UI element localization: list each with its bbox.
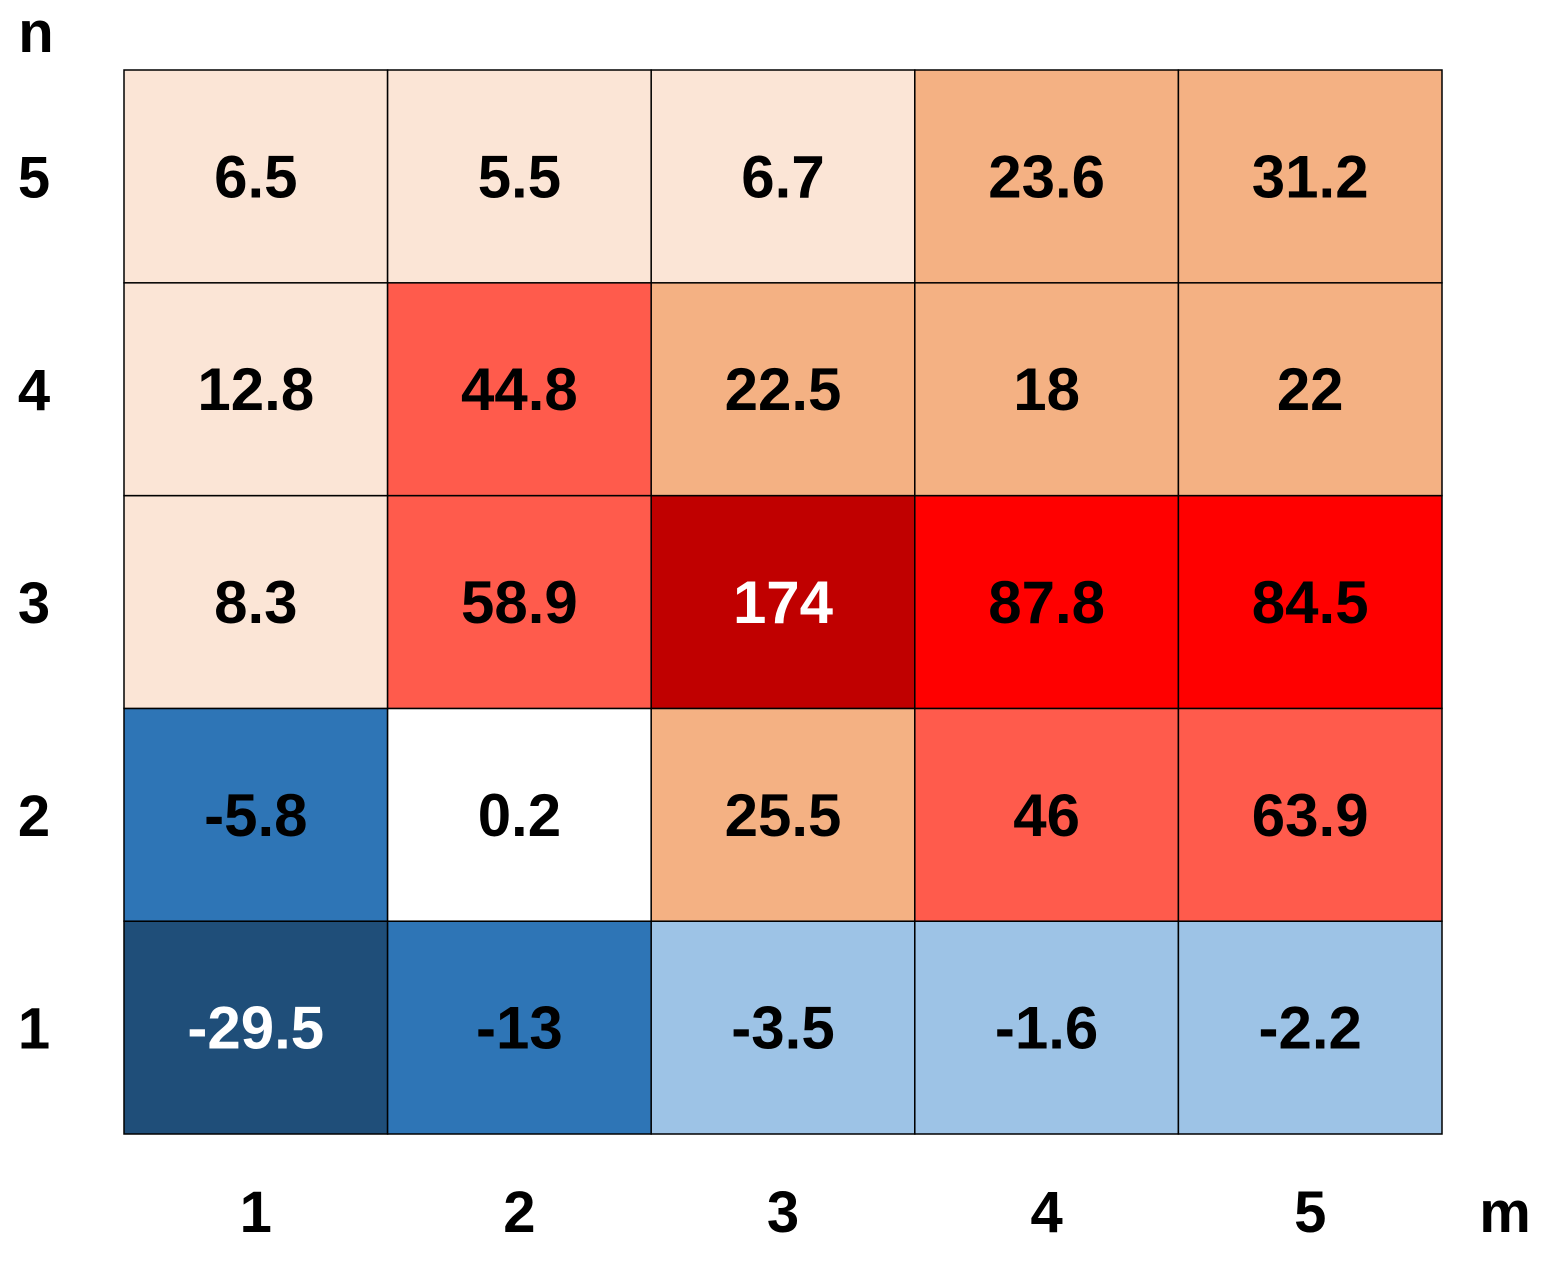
cell-value-label-n1-m3: -3.5 [731, 995, 834, 1062]
cell-value-label-n5-m2: 5.5 [478, 143, 561, 210]
heatmap-cell-n5-m3 [650, 69, 916, 284]
y-tick-label-2: 2 [18, 784, 50, 849]
heatmap-cell-n1-m1 [123, 920, 389, 1135]
cell-value-label-n3-m1: 8.3 [214, 569, 297, 636]
cell-value-label-n2-m4: 46 [1013, 782, 1080, 849]
cell-value-label-n1-m5: -2.2 [1259, 995, 1362, 1062]
cell-value-label-n4-m2: 44.8 [461, 356, 578, 423]
cell-value-label-n3-m3: 174 [733, 569, 834, 636]
x-tick-label-1: 1 [240, 1180, 272, 1245]
cell-value-label-n5-m1: 6.5 [214, 143, 297, 210]
heatmap-cell-n5-m5 [1177, 69, 1443, 284]
x-tick-label-4: 4 [1030, 1180, 1062, 1245]
heatmap-cell-n2-m4 [914, 707, 1180, 922]
y-axis-label: n [18, 0, 53, 65]
cell-value-label-n2-m5: 63.9 [1252, 782, 1369, 849]
heatmap-cell-n4-m4 [914, 282, 1180, 497]
heatmap-cell-n4-m1 [123, 282, 389, 497]
heatmap-cell-n4-m3 [650, 282, 916, 497]
y-tick-label-1: 1 [18, 997, 50, 1062]
y-axis-ticks: 1 2 3 4 5 [18, 145, 50, 1061]
cell-value-label-n2-m3: 25.5 [725, 782, 842, 849]
heatmap-cell-n5-m2 [386, 69, 652, 284]
heatmap-cell-n3-m3 [650, 494, 916, 710]
x-tick-label-2: 2 [503, 1180, 535, 1245]
heatmap-cell-n2-m5 [1177, 707, 1443, 922]
x-tick-label-5: 5 [1294, 1180, 1326, 1245]
cell-value-label-n2-m2: 0.2 [478, 782, 561, 849]
cell-value-label-n5-m5: 31.2 [1252, 143, 1369, 210]
cell-value-label-n1-m2: -13 [476, 995, 563, 1062]
cell-value-label-n5-m4: 23.6 [988, 143, 1105, 210]
y-tick-label-3: 3 [18, 571, 50, 636]
cell-value-label-n4-m5: 22 [1277, 356, 1344, 423]
heatmap-cell-n1-m2 [386, 920, 652, 1135]
cell-value-label-n2-m1: -5.8 [204, 782, 307, 849]
x-tick-label-3: 3 [767, 1180, 799, 1245]
heatmap-cell-n2-m2 [386, 707, 652, 922]
cell-value-label-n4-m4: 18 [1013, 356, 1080, 423]
cell-value-label-n3-m5: 84.5 [1252, 569, 1369, 636]
heatmap-cell-n2-m1 [123, 707, 389, 922]
x-axis-ticks: 1 2 3 4 5 [240, 1180, 1327, 1245]
heatmap-cell-n4-m5 [1177, 282, 1443, 497]
heatmap-cell-n1-m4 [914, 920, 1180, 1135]
cell-value-label-n4-m3: 22.5 [725, 356, 842, 423]
y-tick-label-5: 5 [18, 145, 50, 210]
cell-value-label-n4-m1: 12.8 [197, 356, 314, 423]
cell-value-label-n5-m3: 6.7 [741, 143, 824, 210]
heatmap-value-labels: -29.5 -13 -3.5 -1.6 -2.2 -5.8 0.2 25.5 46 63.9 8.3… [187, 143, 1368, 1061]
heatmap-cell-n3-m5 [1177, 494, 1443, 710]
cell-value-label-n3-m2: 58.9 [461, 569, 578, 636]
y-tick-label-4: 4 [18, 358, 50, 423]
heatmap-cell-n2-m3 [650, 707, 916, 922]
heatmap-cell-n1-m5 [1177, 920, 1443, 1135]
cell-value-label-n1-m4: -1.6 [995, 995, 1098, 1062]
cell-value-label-n1-m1: -29.5 [187, 995, 324, 1062]
heatmap-cell-n5-m1 [123, 69, 389, 284]
heatmap-cell-n3-m2 [386, 494, 652, 710]
cell-value-label-n3-m4: 87.8 [988, 569, 1105, 636]
heatmap-cells [123, 69, 1443, 1135]
heatmap-cell-n4-m2 [386, 282, 652, 497]
x-axis-label: m [1479, 1180, 1531, 1245]
